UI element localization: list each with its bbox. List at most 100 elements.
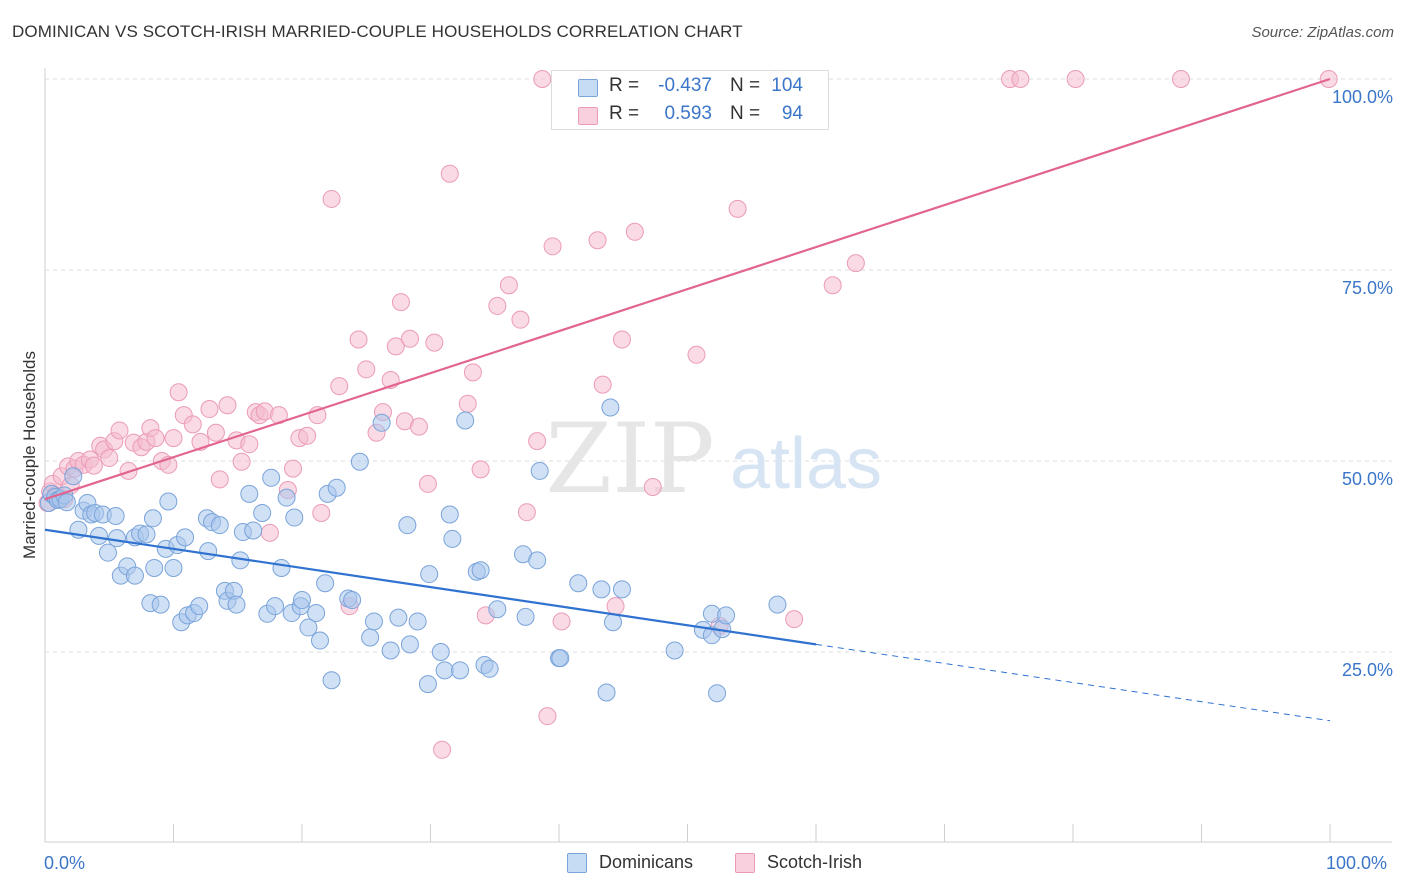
scotch-irish-point — [169, 383, 188, 402]
scotch-irish-point — [538, 707, 557, 726]
dominican-point — [293, 591, 311, 610]
scotch-irish-point — [785, 610, 804, 629]
dominican-point — [708, 684, 727, 703]
scotch-irish-point — [625, 222, 644, 241]
scotch-irish-point — [240, 435, 259, 454]
dominican-point — [176, 528, 195, 547]
trend-lines — [44, 77, 1331, 722]
scotch-irish-point — [1171, 70, 1190, 88]
scotch-swatch — [578, 107, 598, 125]
scotch-irish-point — [440, 164, 459, 183]
scotch-irish-point — [533, 70, 552, 88]
scotch-irish-point — [1066, 70, 1085, 88]
dominican-point — [98, 543, 117, 562]
dominican-point — [244, 521, 263, 540]
dominican-point — [471, 561, 490, 580]
scotch-irish-point — [146, 429, 165, 448]
scotch-irish-point — [218, 396, 237, 415]
stats-row-dominican: R = -0.437 N = 104 — [552, 73, 828, 101]
dominican-point — [372, 413, 391, 432]
scotch-irish-point — [488, 296, 507, 315]
y-tick-label-100: 100.0% — [1331, 87, 1393, 107]
dominican-point — [316, 574, 335, 593]
scotch-irish-point — [425, 333, 444, 352]
dominican-point — [272, 558, 291, 577]
dominican-point — [57, 493, 76, 512]
dominican-point — [285, 508, 304, 527]
source-credit: Source: ZipAtlas.com — [1251, 24, 1394, 41]
dominican-point — [137, 525, 156, 544]
dominican-point — [528, 551, 547, 570]
scotch-irish-point — [606, 597, 625, 616]
scotch-irish-point — [84, 456, 103, 475]
watermark: ZIP atlas — [545, 403, 882, 515]
dominican-point — [145, 558, 164, 577]
dominican-point — [443, 529, 462, 548]
dominican-point — [159, 492, 178, 511]
dominican-point — [277, 488, 296, 507]
dominican-point — [361, 628, 380, 647]
dominican-point — [64, 467, 83, 486]
scotch-irish-point — [543, 237, 562, 256]
legend-label-dominicans: Dominicans — [599, 852, 694, 872]
legend-swatch-scotch-irish — [735, 853, 755, 873]
dominican-point — [299, 618, 318, 637]
scotch-irish-point — [357, 360, 376, 379]
dominican-point — [569, 574, 588, 593]
dominican-point — [530, 461, 549, 480]
scotch-irish-points — [38, 70, 1338, 759]
dominican-point — [266, 597, 285, 616]
scotch-irish-point — [409, 417, 428, 436]
scotch-irish-point — [593, 375, 612, 394]
dominican-point — [106, 507, 125, 526]
dominican-point — [398, 516, 417, 535]
scotch-irish-point — [846, 254, 865, 273]
scotch-irish-point — [418, 474, 437, 493]
r-label: R = — [609, 75, 640, 96]
dominican-point — [364, 612, 383, 631]
dominican-point — [400, 635, 419, 654]
dominican-point — [227, 595, 246, 614]
scotch-irish-point — [260, 523, 279, 542]
scotch-irish-trend-line — [44, 77, 1331, 501]
dominican-point — [210, 516, 229, 535]
dominican-point — [240, 484, 259, 503]
r-label: R = — [609, 103, 640, 124]
dominican-point — [601, 398, 620, 417]
y-tick-label-75: 75.0% — [1341, 278, 1393, 298]
dominican-point — [262, 468, 281, 487]
dominican-point — [418, 675, 437, 694]
dominican-point — [456, 411, 475, 430]
dominican-point — [307, 604, 326, 623]
dominican-point — [516, 607, 535, 626]
dominican-point — [310, 631, 329, 650]
dominican-point — [612, 580, 631, 599]
x-tick-label-max: 100.0% — [1326, 853, 1388, 873]
scotch-irish-point — [284, 459, 303, 478]
legend-swatch-dominicans — [567, 853, 587, 873]
scotch-irish-point — [1011, 70, 1030, 88]
dominican-trend-extension — [815, 643, 1331, 722]
stats-row-scotch: R = 0.593 N = 94 — [552, 101, 828, 129]
scotch-irish-point — [643, 477, 662, 496]
n-label: N = — [730, 75, 761, 96]
scotch-irish-point — [552, 612, 571, 631]
dominican-point — [431, 643, 450, 661]
y-tick-label-25: 25.0% — [1341, 660, 1393, 680]
dominican-point — [143, 509, 162, 528]
scotch-irish-point — [458, 394, 477, 413]
watermark-zip: ZIP — [545, 403, 714, 515]
dominican-point — [551, 649, 570, 668]
dominican-point — [480, 659, 499, 678]
dominican-point — [440, 505, 459, 524]
dominican-point — [381, 641, 400, 660]
legend: Dominicans Scotch-Irish — [0, 851, 1406, 877]
scotch-irish-point — [322, 189, 341, 208]
dominican-point — [164, 558, 183, 577]
n-value: 104 — [771, 75, 803, 96]
scotch-irish-point — [312, 503, 331, 522]
dominican-point — [125, 566, 144, 585]
scotch-irish-point — [330, 377, 349, 396]
scotch-irish-point — [391, 293, 410, 312]
